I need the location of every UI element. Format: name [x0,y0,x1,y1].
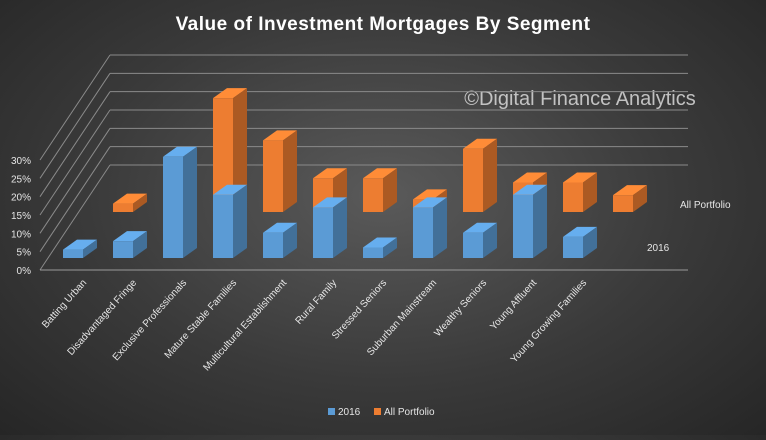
bar-all-portfolio [613,185,647,212]
bar-2016 [313,197,347,258]
bar-all-portfolio [363,168,397,212]
bar-2016 [163,146,197,258]
y-tick-label: 15% [11,211,31,222]
wall-gridline [39,91,111,197]
y-tick-label: 0% [17,266,32,277]
wall-gridline [39,109,111,216]
y-tick-label: 30% [11,156,31,167]
bar-2016 [263,222,297,258]
legend-label: All Portfolio [384,407,435,418]
chart-title: Value of Investment Mortgages By Segment [176,14,591,35]
category-label: Stressed Seniors [330,278,389,342]
bar-2016 [113,231,147,258]
bar-all-portfolio [563,172,597,212]
y-tick-label: 20% [11,193,31,204]
bar-all-portfolio [113,193,147,212]
y-tick-label: 25% [11,174,31,185]
bar-2016 [563,226,597,258]
watermark: ©Digital Finance Analytics [464,88,696,110]
bar-all-portfolio [463,138,497,212]
wall-gridline [39,128,111,234]
bar-all-portfolio [213,88,247,212]
wall-gridline [39,73,111,179]
y-tick-label: 10% [11,229,31,240]
bar-2016 [63,239,97,258]
depth-label-2016: 2016 [647,243,670,254]
bar-2016 [213,184,247,258]
bar-2016 [413,197,447,258]
bar-all-portfolio [263,130,297,212]
category-label: Batting Urban [40,278,89,331]
depth-label-all-portfolio: All Portfolio [680,200,731,211]
wall-gridline [39,54,111,161]
y-tick-label: 5% [17,248,32,259]
legend-swatch [374,408,381,415]
category-label: Wealthy Seniors [432,278,489,339]
category-label: Young Affluent [488,277,539,332]
bar-2016 [463,222,497,258]
category-label: Rural Family [293,278,339,327]
wall-gridline [39,164,111,271]
legend-label: 2016 [338,407,361,418]
bar-2016 [363,237,397,258]
wall-gridline [39,146,111,252]
bar-2016 [513,184,547,258]
legend-swatch [328,408,335,415]
category-label: Multicultural Establishment [201,277,289,373]
